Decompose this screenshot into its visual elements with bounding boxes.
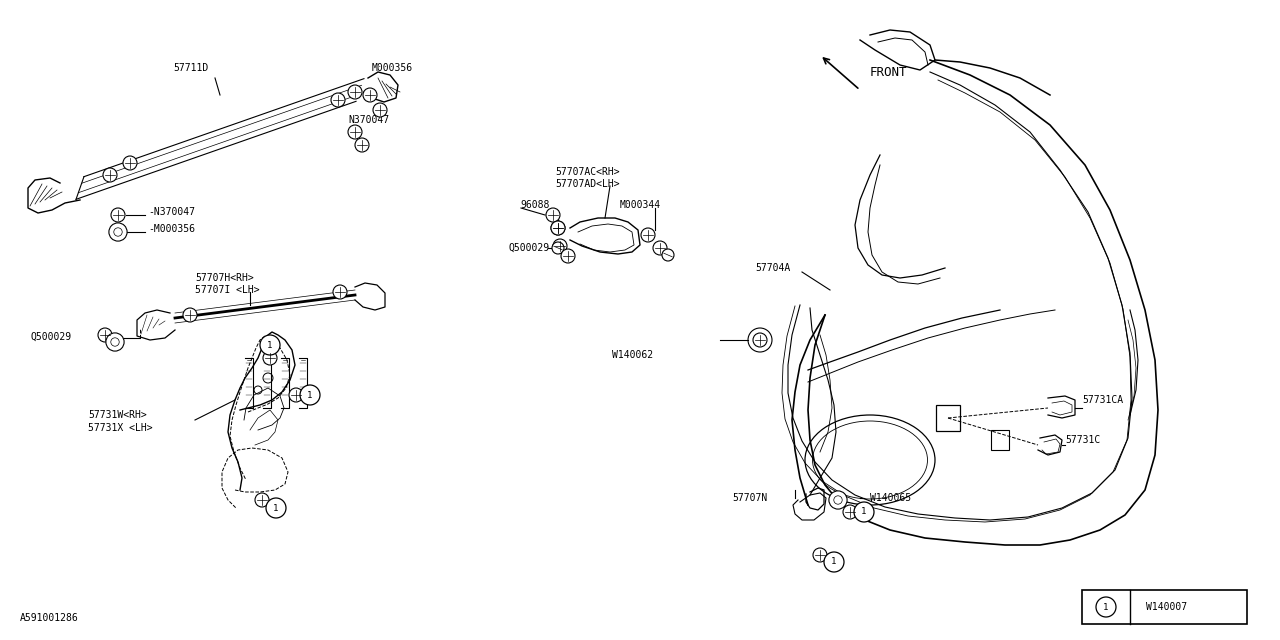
Circle shape <box>332 93 346 107</box>
Text: 57731X <LH>: 57731X <LH> <box>88 423 152 433</box>
Circle shape <box>561 249 575 263</box>
Circle shape <box>183 308 197 322</box>
Circle shape <box>111 208 125 222</box>
Text: Q500029: Q500029 <box>508 243 549 253</box>
Text: 1: 1 <box>268 340 273 349</box>
Circle shape <box>109 223 127 241</box>
Circle shape <box>653 241 667 255</box>
Circle shape <box>266 498 285 518</box>
Circle shape <box>255 493 269 507</box>
Text: W140065: W140065 <box>870 493 911 503</box>
Circle shape <box>333 285 347 299</box>
Text: -N370047: -N370047 <box>148 207 195 217</box>
Text: 57707AC<RH>: 57707AC<RH> <box>556 167 620 177</box>
Text: 57707AD<LH>: 57707AD<LH> <box>556 179 620 189</box>
Circle shape <box>364 88 378 102</box>
Circle shape <box>262 351 276 365</box>
Text: 57711D: 57711D <box>173 63 209 73</box>
Circle shape <box>372 103 387 117</box>
Circle shape <box>753 333 767 347</box>
Circle shape <box>813 548 827 562</box>
Circle shape <box>348 85 362 99</box>
Circle shape <box>829 491 847 509</box>
Circle shape <box>844 505 858 519</box>
Text: A591001286: A591001286 <box>20 613 79 623</box>
Text: 57707N: 57707N <box>732 493 767 503</box>
Circle shape <box>854 502 874 522</box>
Text: 96088: 96088 <box>520 200 549 210</box>
Text: 1: 1 <box>307 390 312 399</box>
Circle shape <box>99 328 113 342</box>
Circle shape <box>547 208 561 222</box>
Text: M000356: M000356 <box>372 63 413 73</box>
Text: 57731W<RH>: 57731W<RH> <box>88 410 147 420</box>
Circle shape <box>824 552 844 572</box>
Text: 57731C: 57731C <box>1065 435 1101 445</box>
Text: 1: 1 <box>861 508 867 516</box>
Circle shape <box>552 242 564 254</box>
Text: W140007: W140007 <box>1147 602 1188 612</box>
Text: 57707H<RH>: 57707H<RH> <box>195 273 253 283</box>
Text: 57704A: 57704A <box>755 263 790 273</box>
Circle shape <box>348 125 362 139</box>
Text: FRONT: FRONT <box>870 65 908 79</box>
Circle shape <box>550 221 564 235</box>
Circle shape <box>553 239 567 253</box>
Text: 1: 1 <box>274 504 279 513</box>
Circle shape <box>355 138 369 152</box>
Text: 1: 1 <box>1103 602 1108 611</box>
Circle shape <box>550 221 564 235</box>
Text: N370047: N370047 <box>348 115 389 125</box>
Circle shape <box>1096 597 1116 617</box>
Text: W140062: W140062 <box>612 350 653 360</box>
Text: -M000356: -M000356 <box>148 224 195 234</box>
Circle shape <box>106 333 124 351</box>
Text: M000344: M000344 <box>620 200 662 210</box>
Text: Q500029: Q500029 <box>29 332 72 342</box>
Text: 57731CA: 57731CA <box>1082 395 1123 405</box>
Circle shape <box>289 388 303 402</box>
Text: 57707I <LH>: 57707I <LH> <box>195 285 260 295</box>
Circle shape <box>662 249 675 261</box>
Circle shape <box>123 156 137 170</box>
Text: 1: 1 <box>831 557 837 566</box>
Circle shape <box>260 335 280 355</box>
Circle shape <box>641 228 655 242</box>
Circle shape <box>300 385 320 405</box>
Circle shape <box>102 168 116 182</box>
